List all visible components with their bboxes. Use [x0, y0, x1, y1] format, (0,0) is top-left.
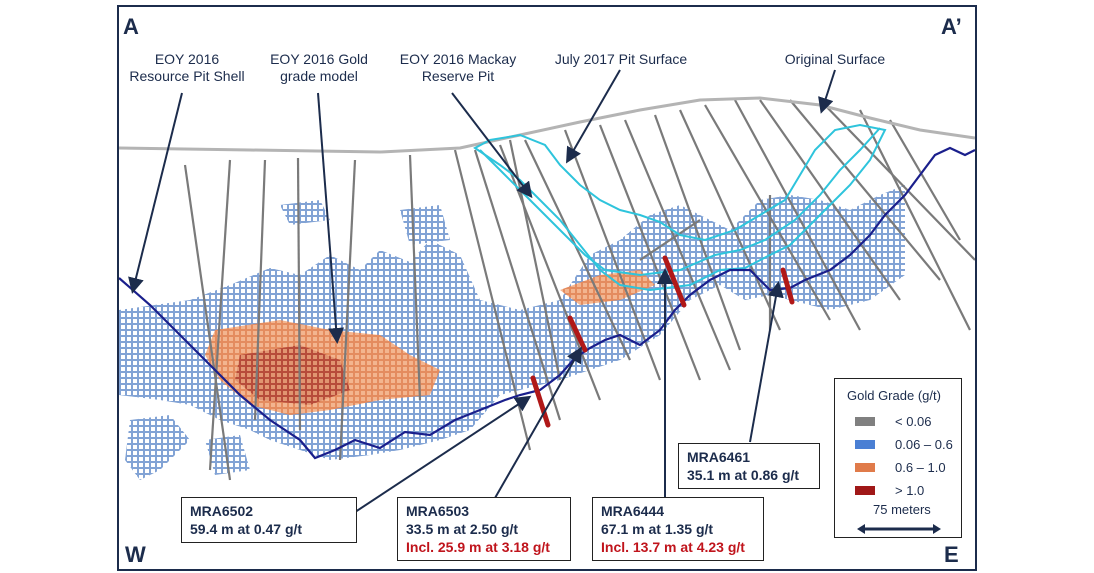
- drill-hole-incl: Incl. 25.9 m at 3.18 g/t: [406, 539, 550, 555]
- drill-hole-incl: Incl. 13.7 m at 4.23 g/t: [601, 539, 745, 555]
- section-corner-a-prime: A’: [941, 14, 962, 39]
- drill-hole-id: MRA6502: [190, 503, 254, 519]
- reserve-pit-callout: EOY 2016 Mackay Reserve Pit: [398, 51, 518, 85]
- drill-hole-id: MRA6444: [601, 503, 665, 519]
- drill-hole-box-mra6461: MRA6461 35.1 m at 0.86 g/t: [678, 443, 820, 489]
- legend-label: < 0.06: [895, 414, 932, 429]
- legend-title: Gold Grade (g/t): [847, 388, 941, 403]
- resource-pit-callout-line1: EOY 2016: [154, 51, 220, 67]
- section-corner-a: A: [123, 14, 139, 39]
- reserve-pit-callout-line1: EOY 2016 Mackay: [399, 51, 517, 67]
- legend-label: 0.6 – 1.0: [895, 460, 946, 475]
- july-2017-pit-surface: [479, 127, 881, 277]
- callout-leader-lines: [128, 69, 836, 521]
- grade-model-callout-line1: EOY 2016 Gold: [270, 51, 368, 67]
- original-surface-callout: Original Surface: [784, 51, 886, 67]
- legend-swatch-blue: [855, 440, 875, 449]
- drill-hole-id: MRA6461: [687, 449, 751, 465]
- reserve-pit-callout-line2: Reserve Pit: [421, 68, 495, 84]
- intercept-highlight-arrows: [530, 255, 795, 428]
- gold-grade-legend: Gold Grade (g/t) < 0.06 0.06 – 0.6 0.6 –…: [834, 378, 962, 538]
- drill-hole-box-mra6444: MRA6444 67.1 m at 1.35 g/t Incl. 13.7 m …: [592, 497, 764, 561]
- legend-label: 0.06 – 0.6: [895, 437, 953, 452]
- section-corner-east: E: [944, 542, 959, 567]
- drill-hole-result: 35.1 m at 0.86 g/t: [687, 467, 800, 483]
- gold-grade-block-model: [119, 185, 905, 480]
- resource-pit-shell-callout: EOY 2016 Resource Pit Shell: [127, 51, 247, 85]
- original-surface-line: [119, 96, 975, 154]
- july-pit-callout: July 2017 Pit Surface: [554, 51, 688, 67]
- drill-hole-id: MRA6503: [406, 503, 470, 519]
- legend-label: > 1.0: [895, 483, 925, 498]
- legend-swatch-red: [855, 486, 875, 495]
- legend-swatch-orange: [855, 463, 875, 472]
- reserve-pit-outline: [473, 123, 887, 292]
- drill-hole-result: 59.4 m at 0.47 g/t: [190, 521, 303, 537]
- grade-model-callout: EOY 2016 Gold grade model: [266, 51, 372, 85]
- grade-model-callout-line2: grade model: [280, 68, 358, 84]
- resource-pit-shell-line: [119, 146, 975, 460]
- drill-hole-result: 67.1 m at 1.35 g/t: [601, 521, 714, 537]
- drill-hole-box-mra6503: MRA6503 33.5 m at 2.50 g/t Incl. 25.9 m …: [397, 497, 571, 561]
- scale-bar: [857, 524, 941, 534]
- legend-swatch-grey: [855, 417, 875, 426]
- resource-pit-callout-line2: Resource Pit Shell: [129, 68, 245, 84]
- scale-bar-label: 75 meters: [873, 502, 931, 517]
- section-corner-west: W: [125, 542, 146, 567]
- drill-hole-box-mra6502: MRA6502 59.4 m at 0.47 g/t: [181, 497, 357, 543]
- drill-hole-result: 33.5 m at 2.50 g/t: [406, 521, 519, 537]
